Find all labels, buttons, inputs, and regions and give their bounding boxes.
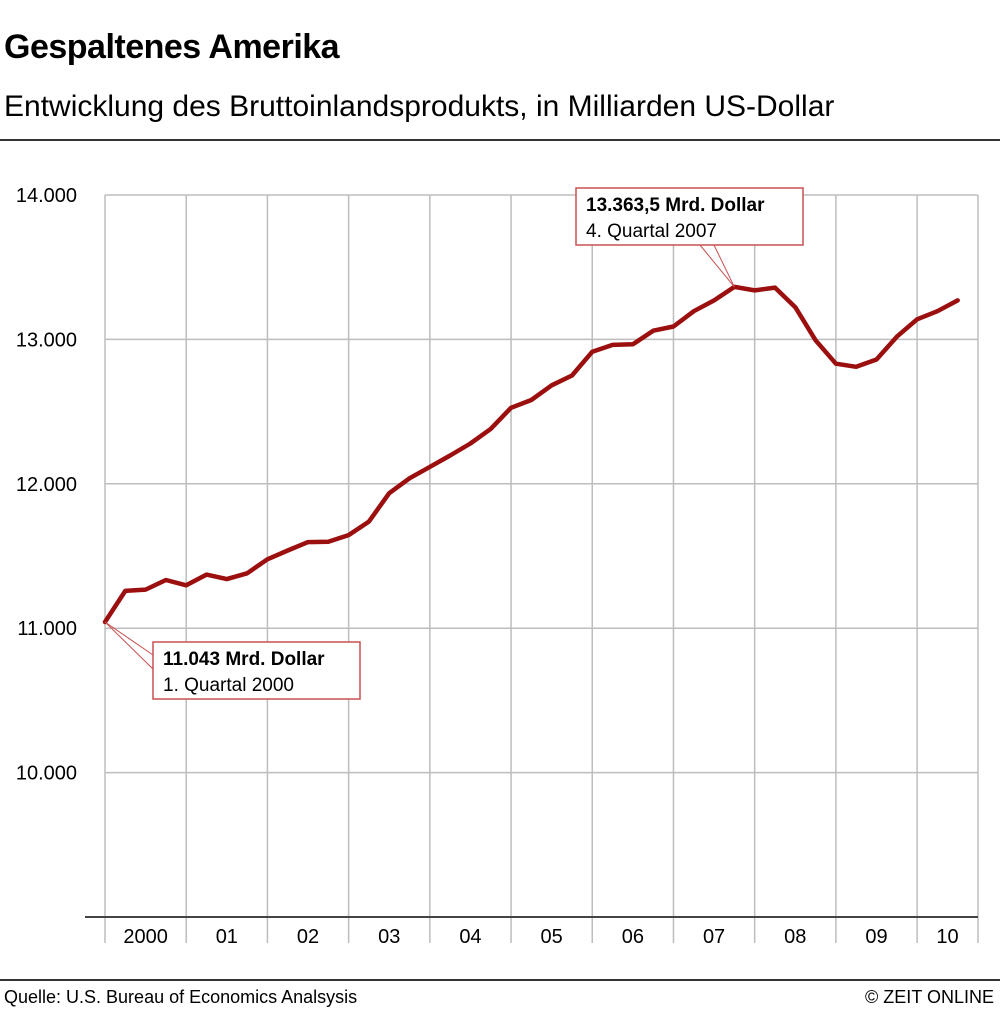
annotation-period: 4. Quartal 2007 (586, 221, 717, 242)
grid-layer (104, 194, 979, 943)
y-tick-label: 13.000 (16, 329, 77, 351)
annotation-layer: 11.043 Mrd. Dollar 1. Quartal 2000 13.363,… (104, 187, 804, 700)
copyright-credit: © ZEIT ONLINE (865, 987, 994, 1007)
x-tick-label: 02 (297, 926, 319, 948)
source-note: Quelle: U.S. Bureau of Economics Analsys… (4, 987, 358, 1007)
x-tick-label: 07 (703, 926, 725, 948)
annotation-box (575, 187, 804, 246)
annotation-leader (699, 244, 735, 288)
x-tick-label: 03 (378, 926, 400, 948)
x-tick-label: 10 (936, 926, 958, 948)
annotation-leader (104, 621, 154, 656)
annotation-leader (104, 621, 154, 670)
x-tick-label: 06 (622, 926, 644, 948)
axis-layer: 10.000 11.000 12.000 13.000 14.000 2000 01 02 03… (16, 185, 978, 948)
chart-title: Gespaltenes Amerika (4, 28, 340, 66)
x-tick-label: 09 (865, 926, 887, 948)
series-layer (102, 284, 960, 625)
y-tick-label: 11.000 (17, 618, 77, 640)
header-divider (0, 139, 1000, 141)
footer-divider (0, 979, 1000, 981)
annotation-box (152, 641, 361, 700)
gdp-line-chart: 10.000 11.000 12.000 13.000 14.000 2000 01 02 03… (16, 185, 979, 948)
gdp-series-line (102, 284, 960, 625)
annotation-value: 13.363,5 Mrd. Dollar (586, 195, 765, 216)
y-tick-label: 10.000 (16, 763, 77, 785)
annotation-value: 11.043 Mrd. Dollar (163, 649, 325, 670)
x-tick-label: 05 (541, 926, 563, 948)
y-tick-label: 12.000 (16, 474, 77, 496)
chart-subtitle: Entwicklung des Bruttoinlandsprodukts, i… (4, 90, 835, 123)
annotation-period: 1. Quartal 2000 (163, 675, 294, 696)
annotation-leader (713, 244, 735, 288)
x-tick-label: 04 (459, 926, 481, 948)
x-tick-label: 2000 (123, 926, 168, 948)
x-tick-label: 08 (784, 926, 806, 948)
y-tick-label: 14.000 (16, 185, 77, 207)
x-tick-label: 01 (216, 926, 238, 948)
